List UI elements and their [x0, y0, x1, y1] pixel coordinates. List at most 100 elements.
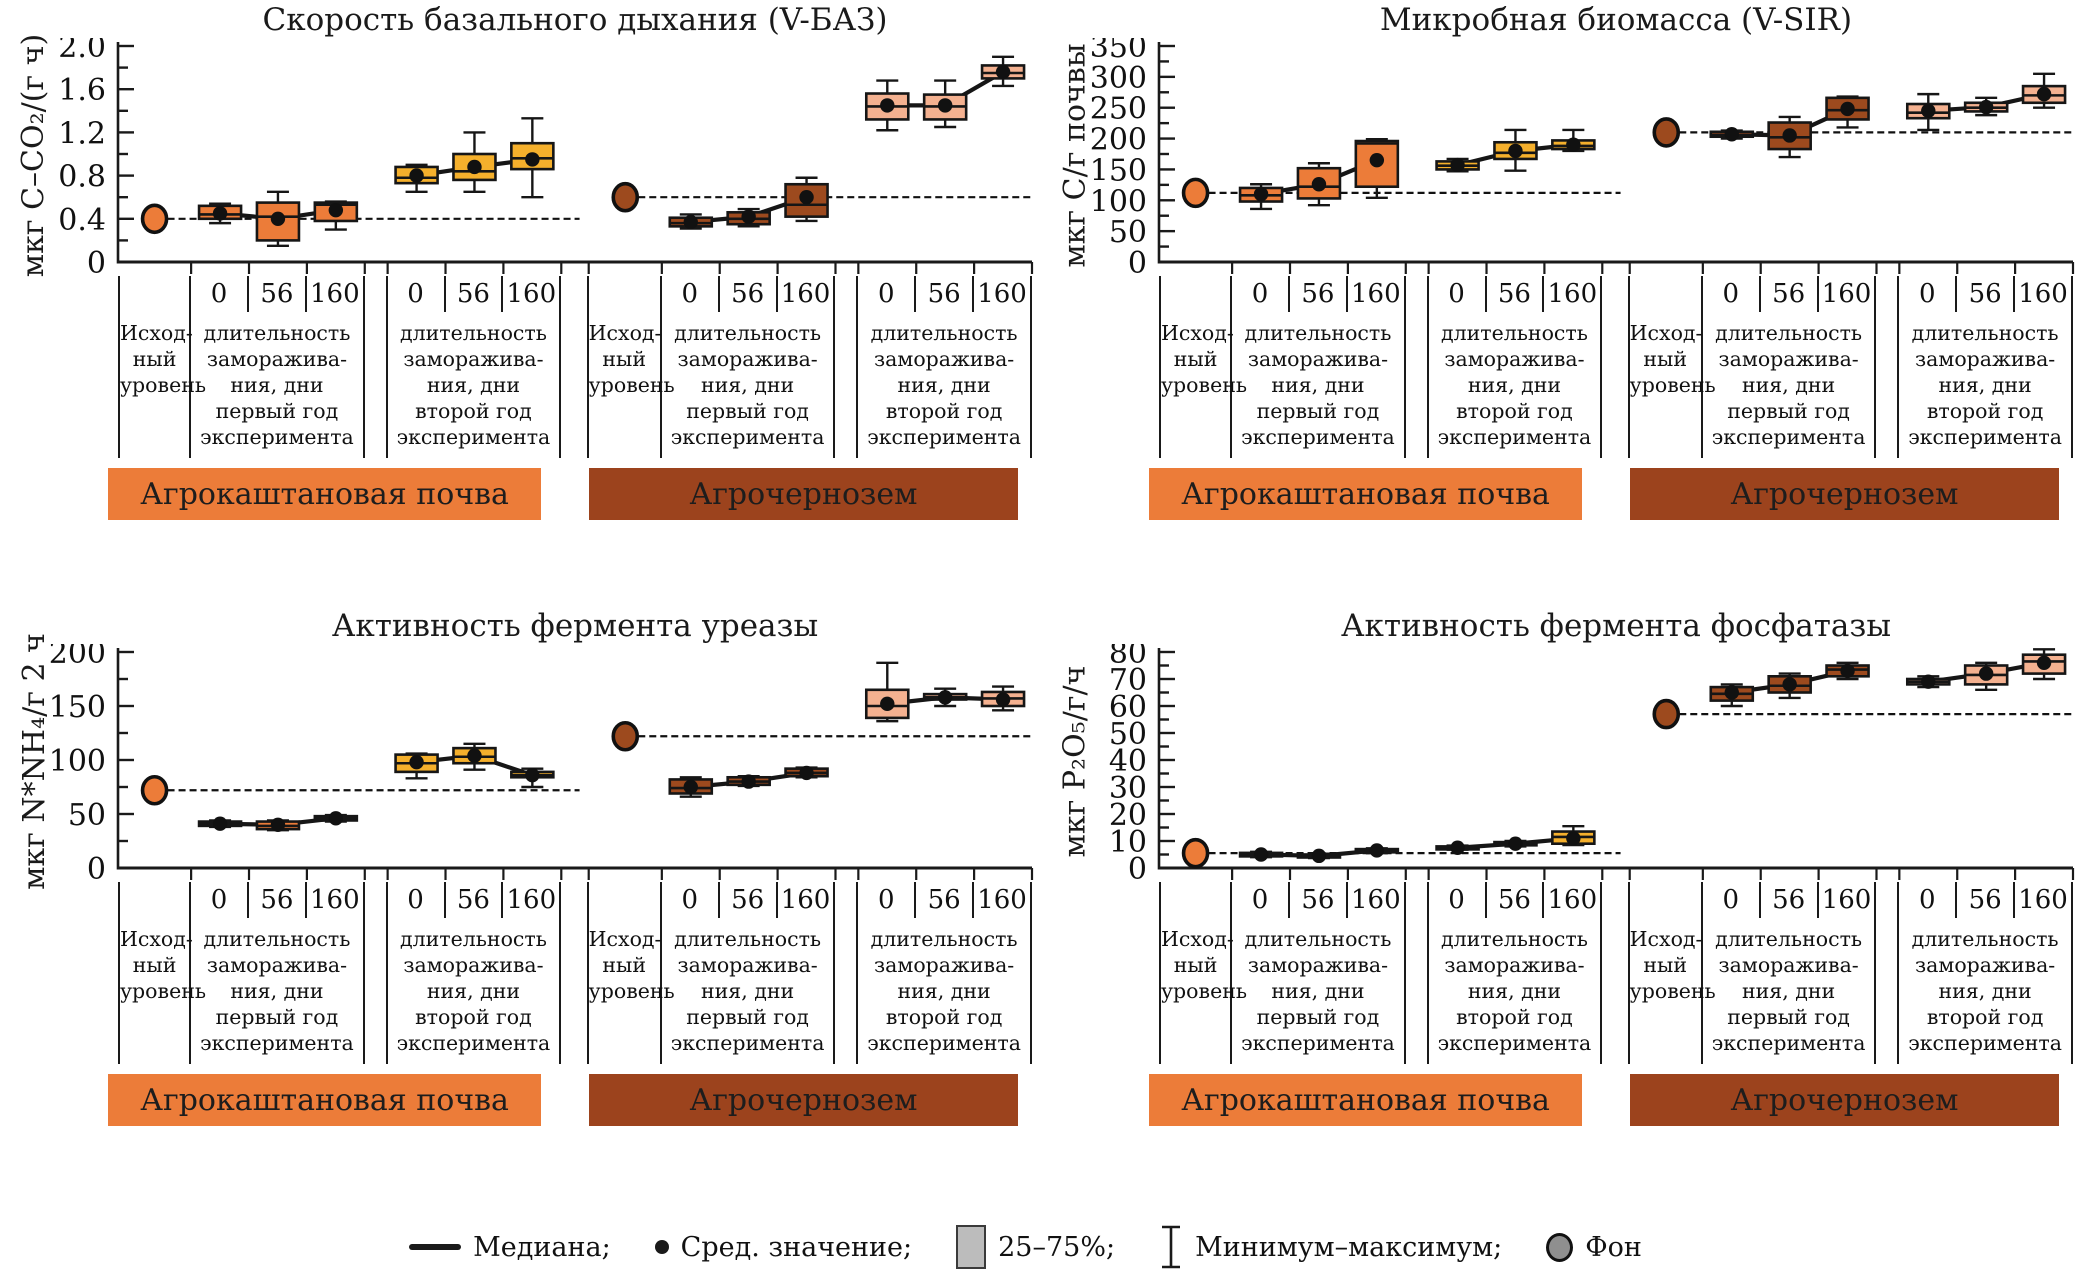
freeze-duration-cell: 0 56 160 длительность заморажива- ния, дни …	[858, 882, 1032, 1064]
x-tick-label: 56	[446, 276, 504, 312]
boxplot	[1767, 672, 1812, 700]
legend-label: Сред. значение;	[680, 1231, 913, 1263]
boxplot	[1709, 683, 1755, 708]
group-label: длительность заморажива- ния, дни первый…	[1711, 927, 1866, 1055]
group-label: Исход- ный уровень	[1629, 321, 1716, 397]
y-tick-label: 0	[1128, 852, 1147, 880]
x-tick-label: 160	[2018, 279, 2068, 309]
legend-label: Фон	[1585, 1231, 1642, 1263]
freeze-duration-cell: 0 56 160 длительность заморажива- ния, дни …	[1429, 276, 1603, 458]
boxplot	[313, 200, 359, 231]
legend-label: Медиана;	[473, 1231, 611, 1263]
y-tick-label: 1.6	[58, 73, 106, 108]
initial-level-cell: Исход- ный уровень	[1630, 882, 1716, 1064]
group-label: длительность заморажива- ния, дни первый…	[670, 927, 825, 1055]
x-tick-label: 0	[1703, 276, 1761, 312]
freeze-duration-cell: 0 56 160 длительность заморажива- ния, дни …	[388, 882, 562, 1064]
boxplot	[394, 163, 439, 194]
y-tick-label: 350	[1090, 38, 1147, 65]
group-label: Исход- ный уровень	[1161, 321, 1248, 397]
freeze-duration-cell: 0 56 160 длительность заморажива- ния, дни …	[1232, 882, 1406, 1064]
boxplot	[1905, 92, 1951, 132]
y-tick-label: 150	[49, 690, 106, 725]
y-tick-label: 20	[1109, 798, 1147, 833]
boxplot	[394, 752, 439, 780]
boxplot	[1238, 847, 1284, 862]
boxplot	[197, 816, 243, 831]
y-tick-label: 0.8	[58, 160, 106, 195]
soil-banner: Агрочернозем	[1629, 468, 2060, 520]
soil-banner: Агрочернозем	[1629, 1074, 2060, 1126]
boxplot	[1905, 674, 1951, 689]
x-tick-label: 0	[191, 276, 249, 312]
spacer-cell	[1876, 276, 1900, 458]
plot-area: 0 0.4 0.8 1.2 1.6 2.0	[58, 38, 1034, 274]
x-tick-label: 160	[1351, 885, 1401, 915]
x-tick-label: 0	[1703, 882, 1761, 918]
x-tick-label: 0	[858, 276, 917, 312]
y-tick-label: 60	[1109, 690, 1147, 725]
y-tick-label: 0	[1128, 246, 1147, 274]
group-label: Исход- ный уровень	[120, 927, 207, 1003]
x-tick-label: 56	[1487, 882, 1545, 918]
background-level-marker	[140, 203, 169, 235]
group-label: длительность заморажива- ния, дни второй…	[1437, 927, 1592, 1055]
boxplot	[452, 742, 497, 771]
background-level-marker	[1181, 177, 1210, 209]
boxplot	[1296, 162, 1342, 207]
spacer-cell	[835, 882, 859, 1064]
group-label: длительность заморажива- ния, дни первый…	[1711, 321, 1866, 449]
x-tick-label: 160	[310, 279, 360, 309]
x-tick-label: 160	[1821, 885, 1872, 915]
x-tick-label: 0	[388, 882, 446, 918]
boxplot	[922, 79, 968, 129]
boxplot	[1354, 843, 1400, 858]
x-tick-label: 160	[780, 885, 831, 915]
y-tick-label: 50	[1109, 215, 1147, 250]
spacer-cell	[835, 276, 859, 458]
soil-banner: Агрокаштановая почва	[108, 1074, 542, 1126]
boxplot	[1296, 848, 1342, 864]
group-label: Исход- ный уровень	[1161, 927, 1248, 1003]
x-tick-label: 160	[977, 279, 1027, 309]
x-tick-label: 160	[310, 885, 360, 915]
legend-item-quartiles: 25–75%;	[956, 1225, 1115, 1269]
x-tick-label: 0	[662, 276, 720, 312]
quartile-box-icon	[956, 1225, 987, 1269]
boxplot	[668, 776, 714, 798]
x-tick-label: 56	[249, 882, 307, 918]
x-tick-label: 160	[780, 279, 831, 309]
y-tick-label: 0.4	[58, 203, 106, 238]
boxplot	[1963, 661, 2009, 691]
y-tick-label: 200	[1090, 123, 1147, 158]
background-level-marker	[1652, 117, 1681, 148]
freeze-duration-cell: 0 56 160 длительность заморажива- ния, дни …	[388, 276, 562, 458]
initial-level-cell: Исход- ный уровень	[589, 882, 675, 1064]
boxplot	[1354, 137, 1400, 200]
boxplot	[864, 661, 910, 723]
x-tick-label: 160	[506, 279, 557, 309]
legend: Медиана; Сред. значение; 25–75%; Минимум…	[0, 1212, 2081, 1282]
x-tick-label: 0	[1232, 276, 1290, 312]
x-tick-label: 56	[249, 276, 307, 312]
chart-title: Микробная биомасса (V-SIR)	[1379, 2, 1853, 38]
x-tick-label: 56	[1761, 276, 1819, 312]
group-label: длительность заморажива- ния, дни второй…	[867, 321, 1021, 449]
x-tick-label: 0	[1899, 882, 1958, 918]
x-tick-label: 0	[1429, 276, 1487, 312]
x-tick-label: 56	[1290, 276, 1348, 312]
x-tick-label: 0	[1232, 882, 1290, 918]
freeze-duration-cell: 0 56 160 длительность заморажива- ния, дни …	[662, 882, 836, 1064]
legend-item-median: Медиана;	[409, 1232, 611, 1263]
chart-basal-respiration: Скорость базального дыхания (V-БАЗ) мкг С…	[0, 0, 1040, 595]
x-tick-label: 56	[1957, 882, 2016, 918]
background-level-marker	[1181, 837, 1210, 869]
spacer-cell	[365, 882, 388, 1064]
boxplot	[1767, 115, 1812, 159]
x-tick-label: 160	[1351, 279, 1401, 309]
x-tick-label: 56	[1290, 882, 1348, 918]
soil-banner: Агрокаштановая почва	[1149, 468, 1583, 520]
x-axis-table: Исход- ный уровень 0 56 160 длительность зам…	[118, 276, 1032, 458]
